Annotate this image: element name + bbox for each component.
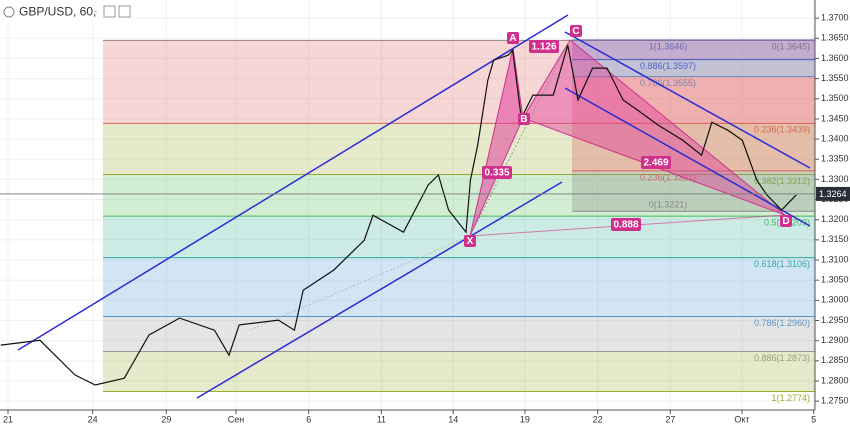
fib-label: 0(1.3221): [649, 200, 688, 210]
x-tick-label: 11: [377, 414, 386, 424]
collapse-icon[interactable]: [3, 6, 15, 18]
fib-band: [572, 59, 815, 77]
point-label: D: [782, 216, 789, 227]
fib-band: [572, 39, 815, 60]
y-tick-label: 1.2900: [821, 335, 849, 345]
y-tick-label: 1.3650: [821, 33, 849, 43]
y-tick-label: 1.2800: [821, 375, 849, 385]
xc-line: [469, 39, 571, 237]
fib-label: 0.886(1.3597): [640, 61, 696, 71]
last-price-label: 1.3264: [819, 189, 847, 199]
settings-icon[interactable]: [103, 5, 116, 18]
fib-label: 0.886(1.2873): [754, 353, 810, 363]
pattern-labels: X A B C D 1.126 0.335 2.469 0.888: [464, 25, 792, 247]
y-tick-label: 1.3450: [821, 113, 849, 123]
ratio-label: 2.469: [643, 158, 668, 169]
channel-lower-2: [564, 87, 811, 227]
fib-label: 1(1.3646): [649, 41, 688, 51]
x-axis-panel: [0, 410, 850, 428]
ratio-badge: [482, 166, 512, 179]
x-tick-label: 29: [161, 414, 171, 424]
fib-label: 0.236(1.3439): [754, 125, 810, 135]
fib-band: [103, 351, 815, 392]
header: GBP/USD, 60, -: [0, 3, 131, 21]
x-tick-label: 19: [520, 414, 530, 424]
point-label: X: [467, 236, 474, 247]
ratio-badge: [641, 156, 671, 169]
fib-band: [103, 316, 815, 352]
ratio-label: 0.335: [484, 168, 509, 179]
x-tick-label: Окт: [734, 414, 749, 424]
price-layer: [0, 45, 815, 386]
y-tick-label: 1.3200: [821, 214, 849, 224]
point-label: B: [520, 114, 527, 125]
more-icon[interactable]: -: [94, 7, 97, 18]
point-badge: [507, 32, 519, 44]
y-tick-label: 1.2850: [821, 355, 849, 365]
x-tick-label: 24: [88, 414, 98, 424]
fib-band: [572, 76, 815, 171]
y-tick-label: 1.3500: [821, 93, 849, 103]
background-layer: [0, 0, 815, 410]
last-price-tag: [816, 186, 850, 201]
symbol-title: GBP/USD, 60,: [19, 5, 96, 19]
channel-lower: [196, 181, 563, 399]
price-line: [0, 45, 797, 386]
y-tick-label: 1.3000: [821, 295, 849, 305]
y-tick-label: 1.3150: [821, 234, 849, 244]
fib-layer: 0(1.3645)0.236(1.3439)0.382(1.3312)0.5(1…: [103, 39, 815, 403]
point-label: A: [509, 33, 516, 44]
y-tick-label: 1.3050: [821, 275, 849, 285]
fib-label: 0.382(1.3312): [754, 176, 810, 186]
fib-band: [572, 170, 815, 212]
x-tick-label: 27: [665, 414, 675, 424]
x-tick-label: 14: [448, 414, 458, 424]
y-tick-label: 1.2950: [821, 315, 849, 325]
y-tick-label: 1.3400: [821, 133, 849, 143]
channel-upper-2: [564, 31, 811, 169]
x-tick-label: 22: [593, 414, 603, 424]
point-badge: [570, 25, 582, 37]
x-tick-label: 6: [306, 414, 311, 424]
y-tick-label: 1.2750: [821, 396, 849, 406]
x-tick-label: Сен: [228, 414, 245, 424]
point-badge: [780, 215, 792, 227]
y-tick-label: 1.3300: [821, 174, 849, 184]
fib-label: 0.786(1.2960): [754, 318, 810, 328]
ratio-label: 0.888: [613, 220, 638, 231]
fib-band: [103, 174, 815, 217]
point-badge: [464, 235, 476, 247]
y-tick-label: 1.3100: [821, 254, 849, 264]
fib-label: 1(1.2774): [771, 393, 810, 403]
x-tick-label: 5: [811, 414, 816, 424]
close-icon[interactable]: [118, 5, 131, 18]
ratio-badge: [611, 218, 641, 231]
x-tick-label: 21: [3, 414, 13, 424]
point-badge: [518, 113, 530, 125]
y-tick-label: 1.3350: [821, 154, 849, 164]
fib-band: [103, 123, 815, 175]
header-bg: [0, 3, 130, 21]
point-label: C: [572, 26, 579, 37]
fib-label: 0.236(1.3321): [640, 172, 696, 182]
y-tick-label: 1.3550: [821, 73, 849, 83]
ratio-label: 1.126: [531, 42, 556, 53]
fib-label: 0.618(1.3106): [754, 259, 810, 269]
y-axis-panel: [815, 0, 850, 428]
fib-label: 0.786(1.3555): [640, 78, 696, 88]
channel-upper: [17, 14, 569, 351]
y-tick-label: 1.3700: [821, 13, 849, 23]
y-tick-label: 1.3600: [821, 53, 849, 63]
ratio-badge: [529, 40, 559, 53]
fib-band: [103, 257, 815, 317]
fib-label: 0(1.3645): [771, 42, 810, 52]
